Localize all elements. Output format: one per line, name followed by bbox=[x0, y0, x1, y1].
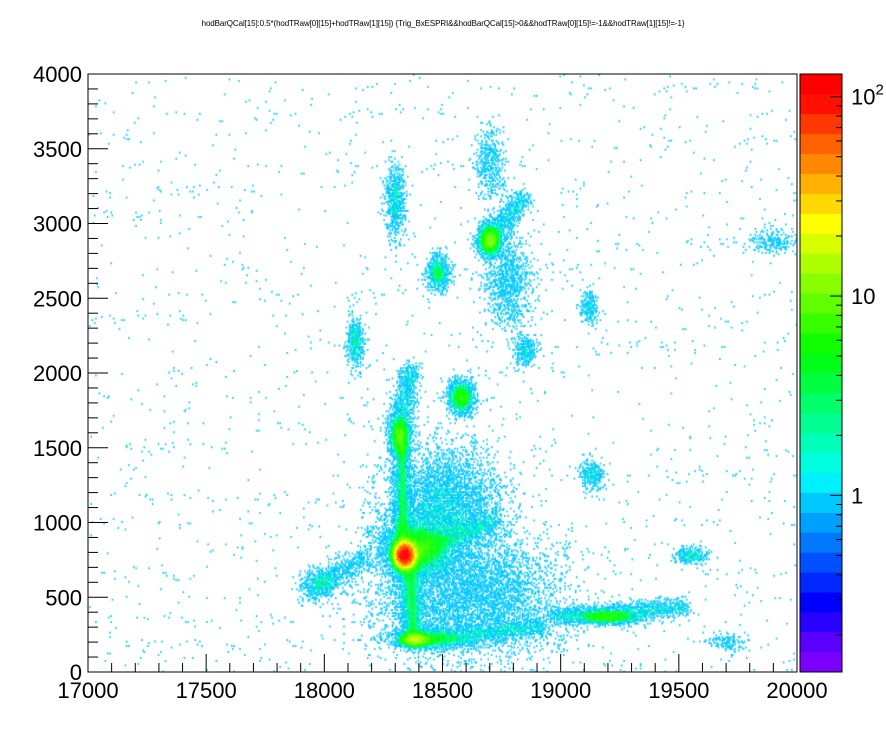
color-scale-step bbox=[800, 273, 842, 294]
color-scale-step bbox=[800, 452, 842, 473]
color-scale-step bbox=[800, 293, 842, 314]
color-scale-step bbox=[800, 173, 842, 194]
color-scale-step bbox=[800, 93, 842, 115]
x-tick-label: 18500 bbox=[412, 678, 473, 703]
color-scale-step bbox=[800, 193, 842, 214]
color-scale-step bbox=[800, 233, 842, 254]
color-scale-step bbox=[800, 373, 842, 394]
color-scale-step bbox=[800, 133, 842, 155]
color-scale-step bbox=[800, 532, 842, 553]
color-scale-step bbox=[800, 472, 842, 493]
color-scale-step bbox=[800, 213, 842, 234]
y-tick-label: 1500 bbox=[33, 436, 82, 461]
y-tick-label: 3000 bbox=[33, 212, 82, 237]
color-scale-label: 102 bbox=[851, 82, 884, 110]
color-scale-step bbox=[800, 572, 842, 593]
color-scale-step bbox=[800, 333, 842, 354]
color-scale-step bbox=[800, 552, 842, 573]
color-scale-step bbox=[800, 313, 842, 334]
y-axis: 0 500 1000 1500 2000 2500 3000 3500 4000 bbox=[33, 62, 108, 685]
color-scale-step bbox=[800, 353, 842, 374]
y-tick-label: 2500 bbox=[33, 286, 82, 311]
color-scale-step bbox=[800, 592, 842, 613]
color-scale-label: 1 bbox=[851, 483, 863, 508]
y-tick-label: 500 bbox=[45, 585, 82, 610]
y-tick-label: 4000 bbox=[33, 62, 82, 87]
x-tick-label: 18000 bbox=[294, 678, 355, 703]
y-tick-label: 2000 bbox=[33, 361, 82, 386]
color-scale-step bbox=[800, 652, 842, 673]
color-scale-step bbox=[800, 392, 842, 414]
color-scale-step bbox=[800, 153, 842, 174]
heatmap-canvas bbox=[88, 74, 797, 672]
x-axis: 17000 17500 18000 18500 19000 19500 20000 bbox=[57, 654, 828, 703]
x-tick-label: 20000 bbox=[766, 678, 827, 703]
x-tick-label: 19500 bbox=[648, 678, 709, 703]
color-scale-bar: 1 10 102 bbox=[799, 73, 884, 673]
y-tick-label: 0 bbox=[70, 660, 82, 685]
color-scale-step bbox=[800, 492, 842, 513]
x-tick-label: 17000 bbox=[57, 678, 118, 703]
color-scale-step bbox=[800, 412, 842, 434]
color-scale-step bbox=[800, 632, 842, 653]
color-scale-step bbox=[800, 612, 842, 633]
color-scale-step bbox=[800, 432, 842, 454]
x-tick-label: 17500 bbox=[176, 678, 237, 703]
color-scale-step bbox=[800, 512, 842, 533]
x-tick-label: 19000 bbox=[530, 678, 591, 703]
y-tick-label: 3500 bbox=[33, 137, 82, 162]
chart-title: hodBarQCal[15]:0.5*(hodTRaw[0][15]+hodTR… bbox=[201, 19, 685, 28]
color-scale-frame bbox=[799, 73, 843, 673]
color-scale-label: 10 bbox=[851, 284, 875, 309]
color-scale-step bbox=[800, 74, 842, 95]
color-scale-step bbox=[800, 253, 842, 274]
color-scale-step bbox=[800, 113, 842, 135]
y-tick-label: 1000 bbox=[33, 511, 82, 536]
